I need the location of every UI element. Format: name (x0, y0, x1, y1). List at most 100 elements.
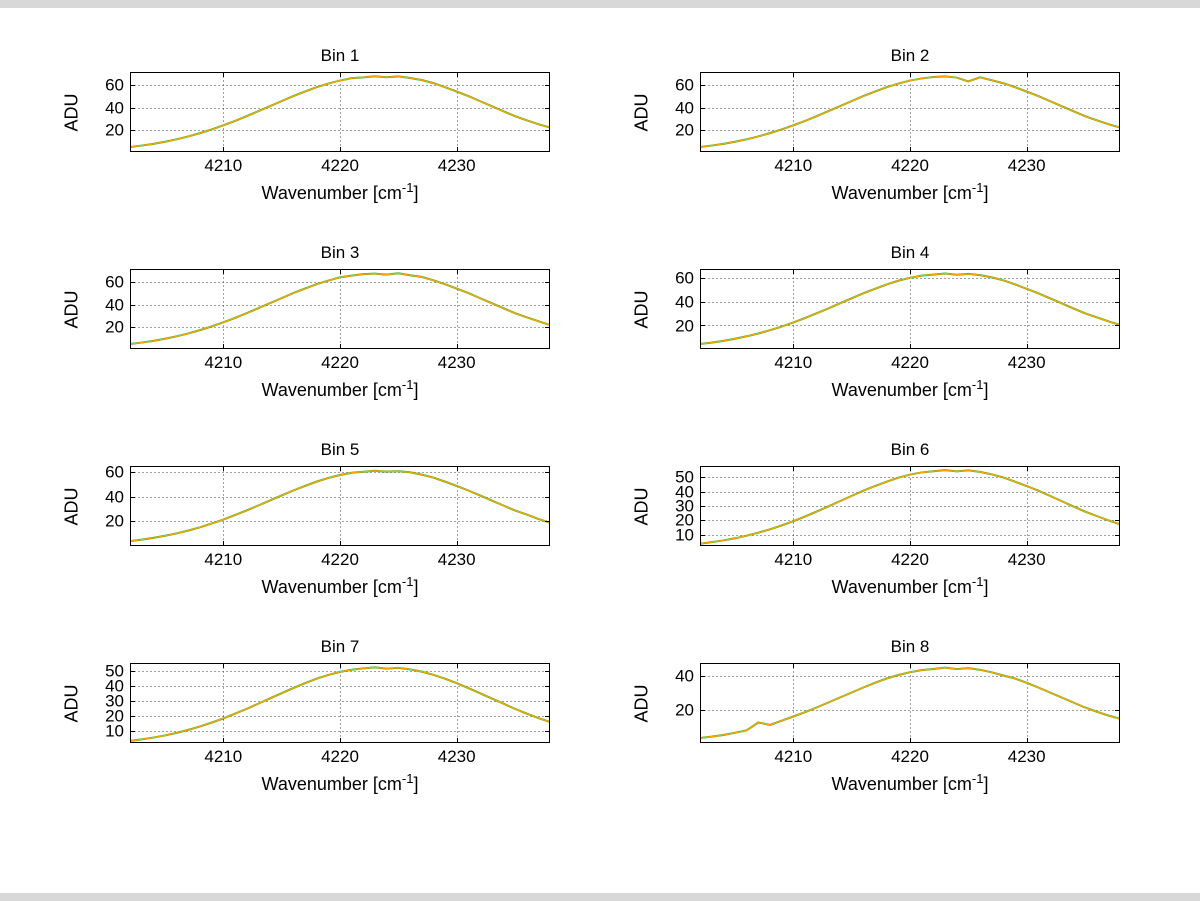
x-axis-label-end: ] (983, 380, 989, 400)
subplot-bin-5: Bin 5 ADU 20 40 60 4210 4220 4230 Wavenumber [cm… (60, 436, 550, 612)
y-tick-label: 60 (105, 272, 124, 292)
x-tick-label: 4230 (437, 550, 476, 569)
y-tick-labels: 20 40 60 (84, 72, 130, 152)
spectrum-line-green (700, 272, 1120, 346)
y-tick-label: 40 (105, 98, 124, 118)
x-tick-labels: 4210 4220 4230 (130, 546, 550, 572)
y-tick-labels: 20 40 60 (654, 72, 700, 152)
x-tick-label: 4220 (321, 550, 359, 569)
axes-box (130, 663, 550, 743)
plot-canvas (700, 269, 1120, 349)
y-tick-label: 60 (105, 75, 124, 95)
y-axis-label: ADU (630, 663, 654, 743)
x-tick-label: 4210 (774, 550, 813, 569)
axes-box (700, 663, 1120, 743)
y-tick-label: 40 (105, 487, 124, 507)
x-tick-label: 4230 (1007, 353, 1046, 372)
y-tick-label: 60 (675, 268, 694, 288)
axes-box (700, 269, 1120, 349)
x-axis-label-base: Wavenumber [cm (261, 183, 402, 203)
y-axis-label-text: ADU (631, 289, 652, 329)
plot-title: Bin 7 (320, 637, 360, 656)
x-axis-label-base: Wavenumber [cm (261, 577, 402, 597)
y-tick-label: 40 (675, 482, 694, 502)
axes-box (130, 269, 550, 349)
y-tick-label: 20 (105, 511, 124, 531)
y-tick-labels: 20 40 (654, 663, 700, 743)
y-tick-label: 50 (105, 661, 124, 680)
y-tick-label: 40 (675, 98, 694, 118)
x-axis-label-sup: -1 (401, 574, 414, 589)
y-tick-label: 40 (105, 676, 124, 696)
subplot-bin-4: Bin 4 ADU 20 40 60 4210 4220 4230 Wavenumber [cm… (630, 239, 1120, 415)
subplot-bin-7: Bin 7 ADU 10 20 30 40 50 4210 4220 4230 Wavenumber… (60, 633, 550, 809)
spectrum-line (130, 272, 550, 345)
x-tick-label: 4230 (1007, 550, 1046, 569)
plot-title: Bin 1 (320, 46, 360, 65)
x-tick-label: 4210 (774, 747, 813, 766)
y-tick-label: 50 (675, 467, 694, 487)
y-tick-label: 20 (105, 706, 124, 726)
subplot-bin-3: Bin 3 ADU 20 40 60 4210 4220 4230 Wavenumber [cm… (60, 239, 550, 415)
x-tick-label: 4230 (1007, 156, 1046, 175)
spectrum-line (700, 667, 1120, 739)
plot-axes (700, 466, 1120, 546)
plot-axes (700, 72, 1120, 152)
y-tick-labels: 20 40 60 (654, 269, 700, 349)
axes-box (700, 72, 1120, 152)
x-axis-label: Wavenumber [cm-1] (130, 375, 550, 415)
x-axis-label-sup: -1 (401, 377, 414, 392)
x-tick-label: 4210 (204, 747, 243, 766)
y-tick-label: 30 (675, 496, 694, 516)
x-axis-label: Wavenumber [cm-1] (130, 178, 550, 218)
y-axis-label-text: ADU (61, 92, 82, 132)
plot-title: Bin 5 (320, 440, 360, 459)
y-axis-label: ADU (630, 269, 654, 349)
y-tick-labels: 10 20 30 40 50 (654, 466, 700, 546)
x-tick-labels: 4210 4220 4230 (700, 546, 1120, 572)
y-tick-label: 40 (675, 666, 694, 686)
plot-title: Bin 8 (890, 637, 930, 656)
y-tick-labels: 20 40 60 (84, 464, 130, 546)
y-tick-label: 20 (675, 700, 694, 720)
plot-axes (130, 269, 550, 349)
x-tick-labels: 4210 4220 4230 (130, 152, 550, 178)
plot-title: Bin 6 (890, 440, 930, 459)
subplot-bin-6: Bin 6 ADU 10 20 30 40 50 4210 4220 4230 Wavenumber… (630, 436, 1120, 612)
x-tick-label: 4230 (1007, 747, 1046, 766)
plot-title: Bin 3 (320, 243, 360, 262)
x-axis-label-sup: -1 (971, 377, 984, 392)
y-axis-label: ADU (60, 72, 84, 152)
y-tick-label: 20 (105, 120, 124, 140)
y-axis-label-text: ADU (61, 683, 82, 723)
x-axis-label-base: Wavenumber [cm (831, 774, 972, 794)
plot-canvas (700, 72, 1120, 152)
x-tick-labels: 4210 4220 4230 (130, 349, 550, 375)
plot-axes (130, 466, 550, 546)
plot-axes (700, 663, 1120, 743)
x-tick-label: 4220 (891, 156, 929, 175)
y-tick-label: 60 (675, 75, 694, 95)
x-axis-label-base: Wavenumber [cm (831, 183, 972, 203)
x-tick-label: 4210 (204, 156, 243, 175)
x-tick-labels: 4210 4220 4230 (700, 349, 1120, 375)
x-tick-label: 4220 (321, 353, 359, 372)
y-tick-label: 20 (105, 317, 124, 337)
subplot-bin-2: Bin 2 ADU 20 40 60 4210 4220 4230 Wavenumber [cm… (630, 42, 1120, 218)
x-axis-label-base: Wavenumber [cm (261, 380, 402, 400)
plot-canvas (700, 663, 1120, 743)
x-axis-label-end: ] (983, 774, 989, 794)
x-tick-label: 4210 (204, 550, 243, 569)
x-tick-label: 4220 (891, 550, 929, 569)
y-tick-label: 40 (105, 295, 124, 315)
spectrum-line-green (130, 75, 550, 148)
x-axis-label-sup: -1 (401, 180, 414, 195)
spectrum-line-green (700, 75, 1120, 148)
y-tick-label: 20 (675, 120, 694, 140)
x-axis-label: Wavenumber [cm-1] (700, 178, 1120, 218)
x-axis-label-end: ] (983, 183, 989, 203)
plot-canvas (130, 72, 550, 152)
chrome-strip-top (0, 0, 1200, 8)
x-tick-label: 4220 (891, 747, 929, 766)
plot-canvas (130, 466, 550, 546)
